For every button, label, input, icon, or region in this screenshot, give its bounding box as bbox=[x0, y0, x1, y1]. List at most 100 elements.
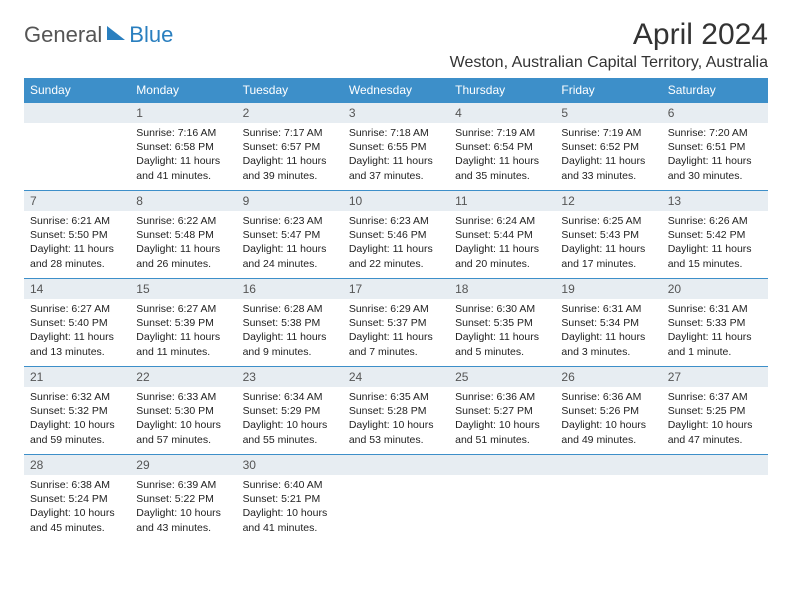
weekday-header: Sunday bbox=[24, 78, 130, 103]
day-number: 14 bbox=[24, 279, 130, 299]
day-details: Sunrise: 6:32 AMSunset: 5:32 PMDaylight:… bbox=[24, 387, 130, 453]
weekday-header: Friday bbox=[555, 78, 661, 103]
day-details: Sunrise: 6:23 AMSunset: 5:46 PMDaylight:… bbox=[343, 211, 449, 277]
day-details: Sunrise: 7:17 AMSunset: 6:57 PMDaylight:… bbox=[237, 123, 343, 189]
day-details: Sunrise: 6:38 AMSunset: 5:24 PMDaylight:… bbox=[24, 475, 130, 541]
day-details: Sunrise: 6:39 AMSunset: 5:22 PMDaylight:… bbox=[130, 475, 236, 541]
day-details: Sunrise: 6:29 AMSunset: 5:37 PMDaylight:… bbox=[343, 299, 449, 365]
calendar-cell: 17Sunrise: 6:29 AMSunset: 5:37 PMDayligh… bbox=[343, 279, 449, 367]
day-details: Sunrise: 6:28 AMSunset: 5:38 PMDaylight:… bbox=[237, 299, 343, 365]
logo-text-general: General bbox=[24, 22, 102, 48]
day-number: 29 bbox=[130, 455, 236, 475]
calendar-cell: 12Sunrise: 6:25 AMSunset: 5:43 PMDayligh… bbox=[555, 191, 661, 279]
day-details: Sunrise: 7:18 AMSunset: 6:55 PMDaylight:… bbox=[343, 123, 449, 189]
calendar-cell: 1Sunrise: 7:16 AMSunset: 6:58 PMDaylight… bbox=[130, 103, 236, 191]
day-number: 7 bbox=[24, 191, 130, 211]
calendar-row: 21Sunrise: 6:32 AMSunset: 5:32 PMDayligh… bbox=[24, 367, 768, 455]
day-details: Sunrise: 7:16 AMSunset: 6:58 PMDaylight:… bbox=[130, 123, 236, 189]
calendar-cell: 14Sunrise: 6:27 AMSunset: 5:40 PMDayligh… bbox=[24, 279, 130, 367]
day-details: Sunrise: 7:20 AMSunset: 6:51 PMDaylight:… bbox=[662, 123, 768, 189]
day-details: Sunrise: 6:22 AMSunset: 5:48 PMDaylight:… bbox=[130, 211, 236, 277]
day-number: 18 bbox=[449, 279, 555, 299]
day-details: Sunrise: 6:40 AMSunset: 5:21 PMDaylight:… bbox=[237, 475, 343, 541]
calendar-cell: 9Sunrise: 6:23 AMSunset: 5:47 PMDaylight… bbox=[237, 191, 343, 279]
weekday-header: Wednesday bbox=[343, 78, 449, 103]
calendar-cell: 15Sunrise: 6:27 AMSunset: 5:39 PMDayligh… bbox=[130, 279, 236, 367]
calendar-row: 14Sunrise: 6:27 AMSunset: 5:40 PMDayligh… bbox=[24, 279, 768, 367]
logo-text-blue: Blue bbox=[129, 22, 173, 48]
day-details: Sunrise: 7:19 AMSunset: 6:52 PMDaylight:… bbox=[555, 123, 661, 189]
calendar-row: 1Sunrise: 7:16 AMSunset: 6:58 PMDaylight… bbox=[24, 103, 768, 191]
logo-triangle-icon bbox=[107, 26, 125, 40]
day-details: Sunrise: 7:19 AMSunset: 6:54 PMDaylight:… bbox=[449, 123, 555, 189]
day-details: Sunrise: 6:33 AMSunset: 5:30 PMDaylight:… bbox=[130, 387, 236, 453]
header: General Blue April 2024 Weston, Australi… bbox=[24, 18, 768, 72]
title-block: April 2024 Weston, Australian Capital Te… bbox=[450, 18, 768, 72]
day-details: Sunrise: 6:30 AMSunset: 5:35 PMDaylight:… bbox=[449, 299, 555, 365]
day-details: Sunrise: 6:36 AMSunset: 5:27 PMDaylight:… bbox=[449, 387, 555, 453]
day-number: 24 bbox=[343, 367, 449, 387]
location: Weston, Australian Capital Territory, Au… bbox=[450, 54, 768, 72]
day-number: 22 bbox=[130, 367, 236, 387]
day-details: Sunrise: 6:26 AMSunset: 5:42 PMDaylight:… bbox=[662, 211, 768, 277]
day-number: 25 bbox=[449, 367, 555, 387]
page: General Blue April 2024 Weston, Australi… bbox=[0, 0, 792, 561]
calendar-body: 1Sunrise: 7:16 AMSunset: 6:58 PMDaylight… bbox=[24, 103, 768, 543]
calendar-cell: 24Sunrise: 6:35 AMSunset: 5:28 PMDayligh… bbox=[343, 367, 449, 455]
calendar-cell: 23Sunrise: 6:34 AMSunset: 5:29 PMDayligh… bbox=[237, 367, 343, 455]
calendar-cell: 28Sunrise: 6:38 AMSunset: 5:24 PMDayligh… bbox=[24, 455, 130, 543]
calendar-cell: 2Sunrise: 7:17 AMSunset: 6:57 PMDaylight… bbox=[237, 103, 343, 191]
calendar-row: 28Sunrise: 6:38 AMSunset: 5:24 PMDayligh… bbox=[24, 455, 768, 543]
calendar-cell: 10Sunrise: 6:23 AMSunset: 5:46 PMDayligh… bbox=[343, 191, 449, 279]
day-number: 6 bbox=[662, 103, 768, 123]
calendar-cell: 19Sunrise: 6:31 AMSunset: 5:34 PMDayligh… bbox=[555, 279, 661, 367]
calendar-cell bbox=[343, 455, 449, 543]
calendar-cell: 27Sunrise: 6:37 AMSunset: 5:25 PMDayligh… bbox=[662, 367, 768, 455]
day-details: Sunrise: 6:35 AMSunset: 5:28 PMDaylight:… bbox=[343, 387, 449, 453]
weekday-header: Saturday bbox=[662, 78, 768, 103]
day-number: 28 bbox=[24, 455, 130, 475]
day-number: 12 bbox=[555, 191, 661, 211]
day-details: Sunrise: 6:34 AMSunset: 5:29 PMDaylight:… bbox=[237, 387, 343, 453]
calendar-cell: 4Sunrise: 7:19 AMSunset: 6:54 PMDaylight… bbox=[449, 103, 555, 191]
calendar-cell bbox=[555, 455, 661, 543]
calendar-row: 7Sunrise: 6:21 AMSunset: 5:50 PMDaylight… bbox=[24, 191, 768, 279]
day-number: 9 bbox=[237, 191, 343, 211]
day-number: 15 bbox=[130, 279, 236, 299]
calendar-cell: 11Sunrise: 6:24 AMSunset: 5:44 PMDayligh… bbox=[449, 191, 555, 279]
day-details: Sunrise: 6:37 AMSunset: 5:25 PMDaylight:… bbox=[662, 387, 768, 453]
day-number: 4 bbox=[449, 103, 555, 123]
weekday-header: Tuesday bbox=[237, 78, 343, 103]
day-number: 30 bbox=[237, 455, 343, 475]
day-details: Sunrise: 6:31 AMSunset: 5:34 PMDaylight:… bbox=[555, 299, 661, 365]
calendar-cell: 21Sunrise: 6:32 AMSunset: 5:32 PMDayligh… bbox=[24, 367, 130, 455]
day-details: Sunrise: 6:24 AMSunset: 5:44 PMDaylight:… bbox=[449, 211, 555, 277]
calendar-cell: 18Sunrise: 6:30 AMSunset: 5:35 PMDayligh… bbox=[449, 279, 555, 367]
day-details: Sunrise: 6:23 AMSunset: 5:47 PMDaylight:… bbox=[237, 211, 343, 277]
calendar-cell: 30Sunrise: 6:40 AMSunset: 5:21 PMDayligh… bbox=[237, 455, 343, 543]
logo: General Blue bbox=[24, 22, 173, 48]
day-number: 27 bbox=[662, 367, 768, 387]
day-details: Sunrise: 6:21 AMSunset: 5:50 PMDaylight:… bbox=[24, 211, 130, 277]
day-number: 10 bbox=[343, 191, 449, 211]
calendar-cell: 26Sunrise: 6:36 AMSunset: 5:26 PMDayligh… bbox=[555, 367, 661, 455]
calendar-cell: 22Sunrise: 6:33 AMSunset: 5:30 PMDayligh… bbox=[130, 367, 236, 455]
calendar-cell: 6Sunrise: 7:20 AMSunset: 6:51 PMDaylight… bbox=[662, 103, 768, 191]
day-number: 16 bbox=[237, 279, 343, 299]
day-number: 11 bbox=[449, 191, 555, 211]
weekday-header: Monday bbox=[130, 78, 236, 103]
calendar-cell: 5Sunrise: 7:19 AMSunset: 6:52 PMDaylight… bbox=[555, 103, 661, 191]
day-details: Sunrise: 6:31 AMSunset: 5:33 PMDaylight:… bbox=[662, 299, 768, 365]
calendar-cell bbox=[662, 455, 768, 543]
day-number: 21 bbox=[24, 367, 130, 387]
calendar-cell: 13Sunrise: 6:26 AMSunset: 5:42 PMDayligh… bbox=[662, 191, 768, 279]
weekday-header: Thursday bbox=[449, 78, 555, 103]
day-details: Sunrise: 6:27 AMSunset: 5:39 PMDaylight:… bbox=[130, 299, 236, 365]
calendar-cell: 25Sunrise: 6:36 AMSunset: 5:27 PMDayligh… bbox=[449, 367, 555, 455]
calendar-cell: 8Sunrise: 6:22 AMSunset: 5:48 PMDaylight… bbox=[130, 191, 236, 279]
calendar-cell bbox=[449, 455, 555, 543]
day-details: Sunrise: 6:27 AMSunset: 5:40 PMDaylight:… bbox=[24, 299, 130, 365]
day-number: 8 bbox=[130, 191, 236, 211]
day-number: 26 bbox=[555, 367, 661, 387]
day-number: 20 bbox=[662, 279, 768, 299]
